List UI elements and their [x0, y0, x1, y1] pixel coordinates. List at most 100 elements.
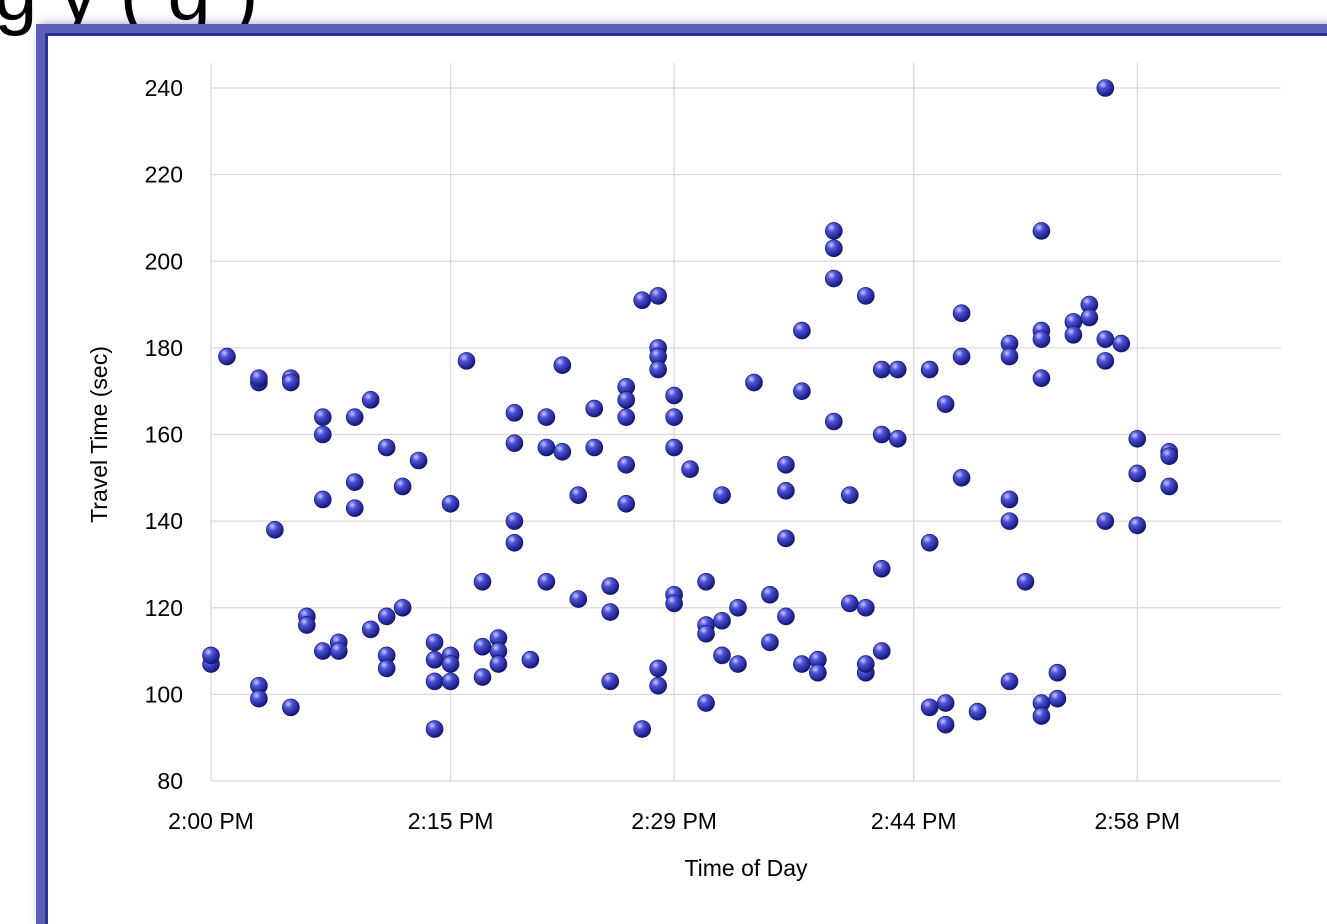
data-point [697, 624, 715, 643]
data-point [825, 239, 843, 258]
data-point [665, 408, 683, 426]
data-point [313, 408, 332, 426]
data-point [793, 382, 811, 400]
data-point [1048, 689, 1067, 708]
data-point [298, 616, 316, 634]
data-point [250, 689, 268, 708]
data-point [617, 494, 636, 513]
data-point [617, 391, 636, 409]
data-point [888, 360, 907, 379]
data-point [777, 529, 795, 548]
data-point [345, 408, 364, 426]
data-point [601, 603, 620, 621]
data-point [425, 672, 444, 691]
data-point [1032, 369, 1051, 387]
data-point [745, 373, 763, 392]
data-point [665, 386, 683, 405]
data-point [585, 438, 604, 457]
data-point [633, 720, 651, 738]
data-point [649, 360, 667, 379]
data-point [250, 369, 268, 387]
data-point [489, 655, 508, 673]
data-point [952, 304, 971, 323]
data-point [968, 702, 987, 721]
data-point [649, 659, 667, 678]
data-point [856, 598, 875, 617]
data-point [920, 698, 939, 717]
data-point [441, 672, 460, 691]
data-point [872, 642, 891, 660]
data-point [505, 533, 524, 552]
data-point [777, 607, 795, 626]
data-point [345, 499, 364, 517]
data-point [553, 356, 572, 375]
x-tick-labels: 2:00 PM 2:15 PM 2:29 PM 2:44 PM 2:58 PM [168, 808, 1180, 834]
y-axis-title: Travel Time (sec) [86, 346, 112, 523]
data-point [617, 408, 636, 426]
data-point [1160, 477, 1179, 496]
data-point [841, 594, 859, 613]
data-point [457, 352, 476, 370]
y-tick-label: 100 [145, 681, 183, 707]
data-point [649, 287, 667, 305]
data-point [681, 460, 699, 478]
data-point [888, 430, 907, 448]
data-point [1064, 326, 1083, 344]
data-point [872, 360, 891, 379]
data-point [1160, 447, 1179, 465]
data-point [793, 655, 811, 673]
data-point [936, 395, 955, 413]
data-point [393, 598, 412, 617]
data-point [377, 607, 396, 626]
data-point [441, 494, 460, 513]
x-tick-label: 2:44 PM [871, 808, 957, 834]
data-point [936, 715, 955, 734]
data-point [1128, 430, 1147, 448]
data-point [521, 650, 540, 669]
x-tick-label: 2:15 PM [408, 808, 494, 834]
data-point [601, 672, 620, 691]
data-point [665, 594, 683, 613]
data-point [345, 473, 364, 491]
data-point [537, 438, 556, 457]
data-point [920, 533, 939, 552]
data-point [313, 490, 332, 509]
data-point [617, 456, 636, 474]
data-point [537, 572, 556, 591]
scatter-chart: 80 100 120 140 160 180 200 220 240 2:00 PM 2:15 P… [86, 63, 1281, 881]
data-point [1000, 512, 1019, 530]
x-tick-label: 2:00 PM [168, 808, 254, 834]
data-point [872, 425, 891, 444]
data-point [601, 577, 620, 595]
data-point [1000, 347, 1019, 366]
data-point [841, 486, 859, 504]
data-point [329, 642, 348, 660]
chart-frame: 80 100 120 140 160 180 200 220 240 2:00 PM 2:15 P… [36, 24, 1327, 924]
data-point [952, 347, 971, 366]
data-point [361, 620, 380, 639]
data-point [856, 287, 875, 305]
data-point [313, 642, 332, 660]
data-point [282, 698, 300, 717]
data-point [218, 347, 236, 366]
data-point [473, 572, 492, 591]
data-point [825, 269, 843, 288]
data-point [713, 611, 731, 630]
data-point [697, 572, 715, 591]
data-point [425, 633, 444, 652]
data-point [1096, 330, 1115, 349]
data-point [553, 443, 572, 461]
y-tick-label: 120 [145, 595, 183, 621]
y-tick-labels: 80 100 120 140 160 180 200 220 240 [145, 75, 183, 794]
data-point [1032, 222, 1051, 240]
data-point [361, 391, 380, 409]
data-point [585, 399, 604, 418]
data-point [569, 486, 588, 504]
x-tick-label: 2:58 PM [1094, 808, 1180, 834]
data-point [825, 222, 843, 240]
data-point [1000, 490, 1019, 509]
y-tick-label: 220 [145, 162, 183, 188]
gridlines [210, 63, 1281, 782]
data-point [313, 425, 332, 444]
data-point [505, 512, 524, 530]
